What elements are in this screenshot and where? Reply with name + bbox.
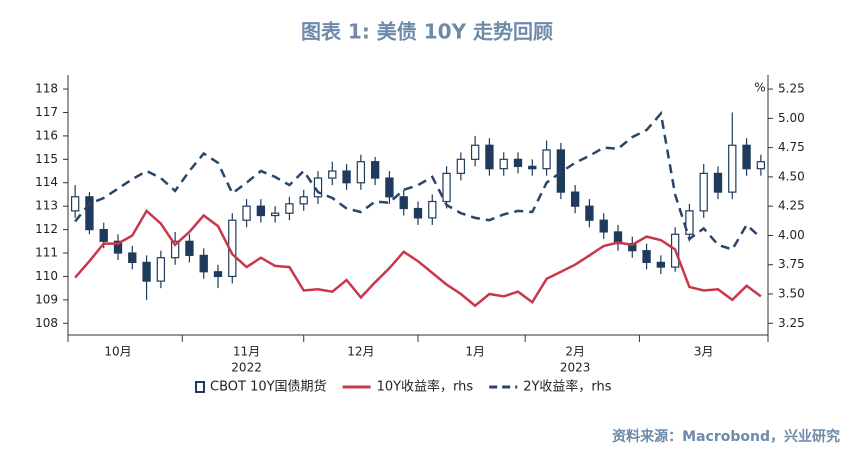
legend-swatch	[195, 381, 205, 393]
candle-body	[142, 261, 151, 282]
y-tick-label: 111	[35, 246, 58, 260]
y-tick-label: 114	[35, 175, 58, 189]
candle-body	[270, 212, 280, 217]
chart-title: 图表 1: 美债 10Y 走势回顾	[301, 20, 553, 44]
dashed-line	[74, 110, 762, 252]
x-tick-label: 1月	[465, 345, 485, 359]
candle-body	[699, 172, 708, 212]
x-tick-label: 10月	[104, 345, 131, 359]
candle-body	[99, 228, 108, 242]
candle-body	[385, 177, 394, 198]
candle-body	[656, 261, 666, 268]
candle-body	[642, 250, 651, 263]
candle-body	[442, 172, 451, 203]
candle-body	[242, 205, 251, 221]
candle-body	[199, 254, 208, 273]
y2-tick-label: 5.00	[778, 111, 805, 125]
x-group-label: 2023	[560, 361, 591, 375]
source-note: 资料来源：Macrobond，兴业研究	[612, 428, 840, 445]
y2-tick-label: 3.25	[778, 316, 805, 330]
y-tick-label: 110	[35, 269, 58, 283]
x-tick-label: 12月	[347, 345, 374, 359]
candle-body	[399, 196, 408, 210]
legend-label: 10Y收益率，rhs	[377, 379, 474, 395]
y-tick-label: 116	[35, 128, 58, 142]
candle-body	[328, 170, 337, 179]
x-group-label: 2022	[231, 361, 262, 375]
candle-body	[570, 191, 580, 207]
x-tick-label: 11月	[233, 345, 260, 359]
candle-body	[499, 158, 508, 170]
candle-body	[728, 144, 737, 193]
candle-body	[685, 210, 694, 235]
candle-body	[485, 144, 494, 170]
candle-body	[713, 172, 723, 193]
candle-body	[599, 219, 608, 233]
y-tick-label: 117	[35, 105, 58, 119]
y-tick-label: 112	[35, 222, 58, 236]
x-tick-label: 3月	[694, 345, 714, 359]
candle-body	[356, 161, 366, 184]
y2-tick-label: 5.25	[778, 82, 805, 96]
line	[74, 208, 762, 308]
x-tick-label: 2月	[565, 345, 585, 359]
candle-body	[528, 165, 537, 170]
candle-body	[470, 144, 480, 160]
candle-body	[256, 205, 266, 217]
candle-body	[542, 149, 551, 170]
y2-tick-label: 3.75	[778, 257, 805, 271]
y-tick-label: 115	[35, 152, 58, 166]
y2-tick-label: 3.50	[778, 287, 805, 301]
candle-body	[556, 149, 566, 193]
candle-body	[428, 200, 437, 219]
candle-body	[585, 205, 594, 221]
candle-body	[299, 196, 308, 205]
y-tick-label: 108	[35, 316, 58, 330]
y-tick-label: 118	[35, 82, 58, 96]
candle-body	[742, 144, 751, 170]
legend-label: 2Y收益率，rhs	[523, 379, 612, 395]
y2-tick-label: 4.25	[778, 199, 805, 213]
candle-body	[85, 196, 94, 231]
y-tick-label: 109	[35, 292, 58, 306]
y-tick-label: 113	[35, 199, 58, 213]
candle-body	[456, 158, 466, 174]
candle-body	[113, 240, 123, 254]
candle-body	[342, 170, 351, 184]
y2-unit: %	[754, 81, 765, 95]
candle-body	[413, 207, 423, 219]
y2-tick-label: 4.75	[778, 140, 805, 154]
candle-body	[156, 257, 166, 282]
candle-body	[170, 240, 180, 259]
candle-body	[213, 271, 223, 278]
y2-tick-label: 4.00	[778, 228, 805, 242]
candle-body	[70, 196, 80, 212]
y2-tick-label: 4.50	[778, 169, 805, 183]
candle-body	[128, 252, 137, 263]
candle-body	[285, 203, 294, 214]
candle-body	[185, 240, 194, 256]
candle-body	[756, 161, 766, 170]
legend-label: CBOT 10Y国债期货	[210, 379, 327, 395]
candle-body	[313, 177, 323, 198]
candle-body	[370, 161, 380, 179]
candle-body	[513, 158, 523, 167]
